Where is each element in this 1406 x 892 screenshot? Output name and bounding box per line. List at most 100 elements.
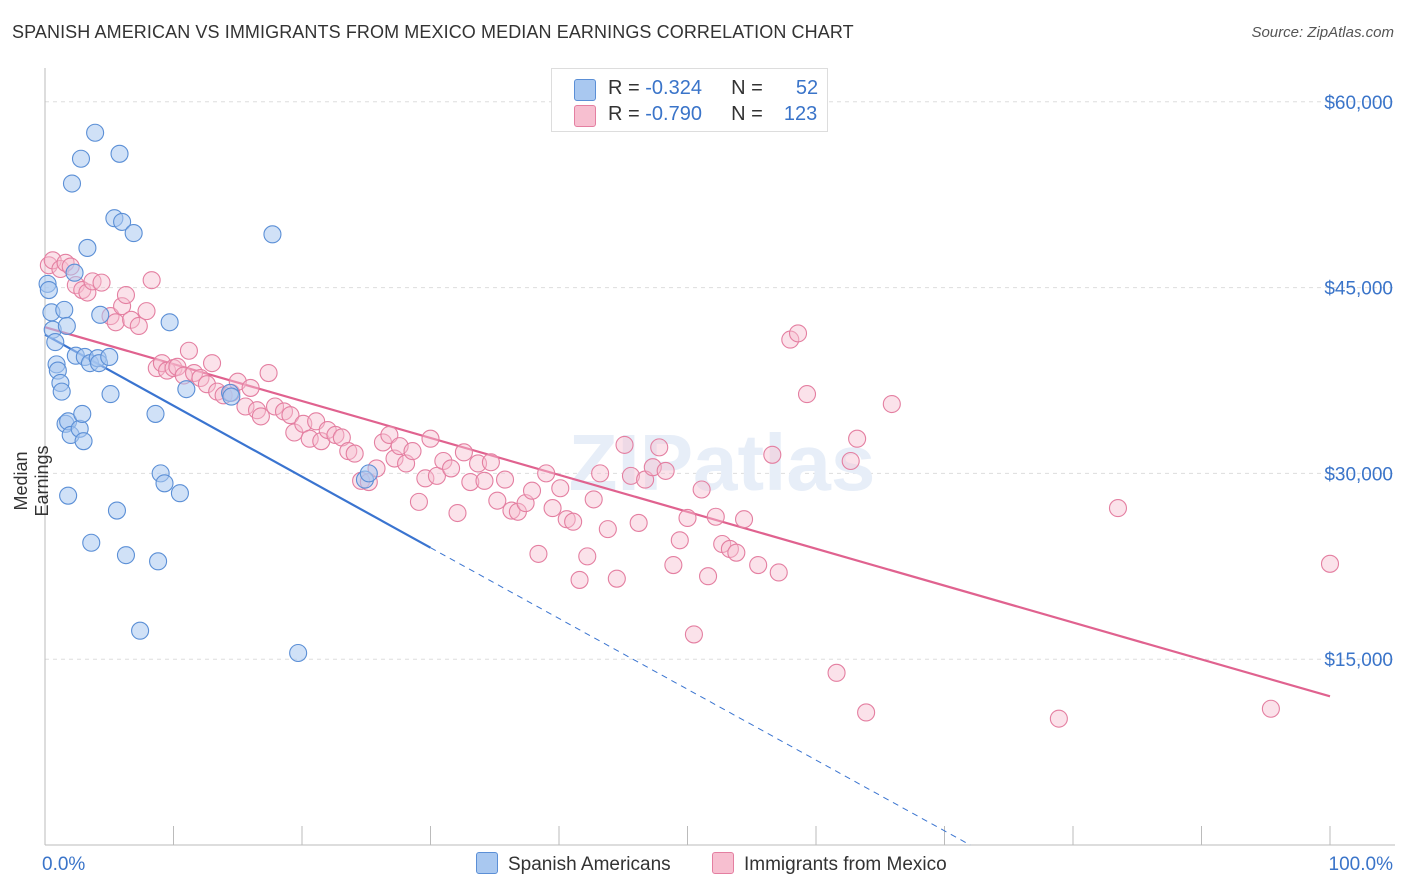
- bottom-legend-blue: Spanish Americans: [476, 852, 671, 876]
- data-point-spanish-americans: [289, 643, 308, 663]
- data-point-spanish-americans: [101, 385, 120, 404]
- data-point-immigrants-from-mexico: [113, 297, 132, 316]
- data-point-immigrants-from-mexico: [749, 556, 768, 575]
- data-point-spanish-americans: [65, 263, 84, 282]
- data-point-immigrants-from-mexico: [300, 429, 319, 448]
- data-point-spanish-americans: [263, 225, 282, 244]
- data-point-spanish-americans: [170, 484, 189, 503]
- data-point-immigrants-from-mexico: [543, 499, 562, 518]
- data-point-immigrants-from-mexico: [502, 501, 521, 520]
- data-point-immigrants-from-mexico: [598, 520, 617, 539]
- data-point-immigrants-from-mexico: [468, 454, 488, 473]
- data-point-immigrants-from-mexico: [650, 438, 669, 457]
- data-point-immigrants-from-mexico: [763, 445, 782, 464]
- data-point-spanish-americans: [74, 432, 93, 451]
- data-point-immigrants-from-mexico: [495, 470, 515, 489]
- tick-labels: $15,000 $30,000 $45,000 $60,000 0.0% 100.0%: [42, 93, 1393, 875]
- legend-swatch-pink: [574, 105, 596, 127]
- data-point-spanish-americans: [52, 382, 71, 401]
- data-point-spanish-americans: [55, 300, 74, 319]
- data-point-spanish-americans: [91, 305, 110, 324]
- data-point-immigrants-from-mexico: [259, 364, 278, 383]
- data-point-immigrants-from-mexico: [529, 544, 548, 563]
- axes: [44, 68, 1395, 846]
- data-point-spanish-americans: [73, 404, 92, 423]
- data-point-immigrants-from-mexico: [578, 547, 597, 566]
- data-point-immigrants-from-mexico: [116, 285, 136, 305]
- series-spanish-americans: [38, 123, 378, 663]
- legend-n-label: N =: [731, 77, 763, 99]
- legend-n-label: N =: [731, 103, 763, 125]
- data-point-spanish-americans: [82, 533, 101, 552]
- data-point-immigrants-from-mexico: [664, 556, 683, 575]
- data-point-immigrants-from-mexico: [1320, 554, 1340, 573]
- data-point-immigrants-from-mexico: [656, 461, 675, 480]
- data-point-immigrants-from-mexico: [265, 397, 285, 416]
- bottom-legend-label-blue: Spanish Americans: [508, 854, 671, 875]
- data-point-spanish-americans: [146, 404, 165, 423]
- data-point-immigrants-from-mexico: [241, 378, 260, 397]
- data-point-immigrants-from-mexico: [481, 453, 500, 472]
- data-point-immigrants-from-mexico: [197, 375, 216, 394]
- data-point-spanish-americans: [59, 486, 78, 505]
- data-point-immigrants-from-mexico: [179, 341, 198, 360]
- data-point-immigrants-from-mexico: [551, 479, 570, 498]
- data-point-immigrants-from-mexico: [678, 508, 697, 528]
- data-point-spanish-americans: [100, 347, 119, 366]
- data-point-immigrants-from-mexico: [345, 444, 364, 463]
- watermark: ZIPatlas: [569, 418, 876, 507]
- data-point-spanish-americans: [124, 224, 143, 243]
- data-point-immigrants-from-mexico: [106, 313, 125, 332]
- y-tick-label: $60,000: [1324, 93, 1393, 114]
- data-point-immigrants-from-mexico: [488, 491, 507, 510]
- legend-n-value: 52: [795, 77, 819, 99]
- y-tick-label: $15,000: [1324, 650, 1393, 671]
- data-point-immigrants-from-mexico: [416, 469, 435, 488]
- data-point-immigrants-from-mexico: [684, 625, 703, 644]
- data-point-immigrants-from-mexico: [78, 283, 97, 302]
- data-point-spanish-americans: [131, 621, 150, 640]
- data-point-immigrants-from-mexico: [607, 569, 626, 588]
- data-point-spanish-americans: [39, 281, 58, 300]
- data-point-immigrants-from-mexico: [475, 471, 494, 490]
- data-point-immigrants-from-mexico: [848, 429, 867, 448]
- data-point-immigrants-from-mexico: [734, 510, 754, 529]
- data-point-spanish-americans: [46, 333, 65, 352]
- data-point-immigrants-from-mexico: [83, 272, 102, 291]
- data-point-immigrants-from-mexico: [142, 271, 161, 290]
- data-point-immigrants-from-mexico: [522, 481, 542, 500]
- data-point-immigrants-from-mexico: [670, 531, 689, 550]
- bottom-legend-swatch-blue: [476, 852, 498, 874]
- y-axis-label: Median Earnings: [11, 445, 52, 517]
- data-point-immigrants-from-mexico: [236, 397, 255, 416]
- data-point-spanish-americans: [222, 387, 241, 406]
- data-point-immigrants-from-mexico: [788, 324, 808, 343]
- data-point-immigrants-from-mexico: [699, 567, 718, 586]
- data-point-spanish-americans: [107, 501, 127, 520]
- legend-n-value: 123: [783, 103, 818, 125]
- data-point-immigrants-from-mexico: [403, 442, 422, 461]
- legend-box: R = -0.324 N = 52 R = -0.790 N = 123: [551, 68, 828, 132]
- data-point-immigrants-from-mexico: [129, 316, 148, 336]
- data-point-immigrants-from-mexico: [629, 513, 648, 532]
- legend-r-label: R =: [608, 77, 640, 99]
- y-tick-label: $45,000: [1324, 279, 1393, 300]
- data-point-immigrants-from-mexico: [584, 490, 603, 509]
- source-label: Source: ZipAtlas.com: [1251, 24, 1394, 41]
- data-point-immigrants-from-mexico: [841, 451, 860, 471]
- data-point-immigrants-from-mexico: [706, 507, 725, 526]
- y-tick-label: $30,000: [1324, 464, 1393, 485]
- data-point-immigrants-from-mexico: [570, 570, 589, 589]
- bottom-legend-pink: Immigrants from Mexico: [712, 852, 947, 876]
- data-point-immigrants-from-mexico: [537, 464, 556, 483]
- chart-title: SPANISH AMERICAN VS IMMIGRANTS FROM MEXI…: [12, 22, 854, 42]
- legend-r-value: -0.790: [645, 103, 702, 125]
- data-point-immigrants-from-mexico: [421, 429, 440, 448]
- data-point-immigrants-from-mexico: [769, 563, 788, 582]
- data-point-immigrants-from-mexico: [882, 394, 901, 414]
- data-point-immigrants-from-mexico: [591, 464, 610, 483]
- x-tick-label: 0.0%: [42, 854, 85, 875]
- data-point-immigrants-from-mexico: [621, 466, 641, 485]
- data-point-immigrants-from-mexico: [1261, 699, 1280, 718]
- data-point-spanish-americans: [155, 474, 174, 493]
